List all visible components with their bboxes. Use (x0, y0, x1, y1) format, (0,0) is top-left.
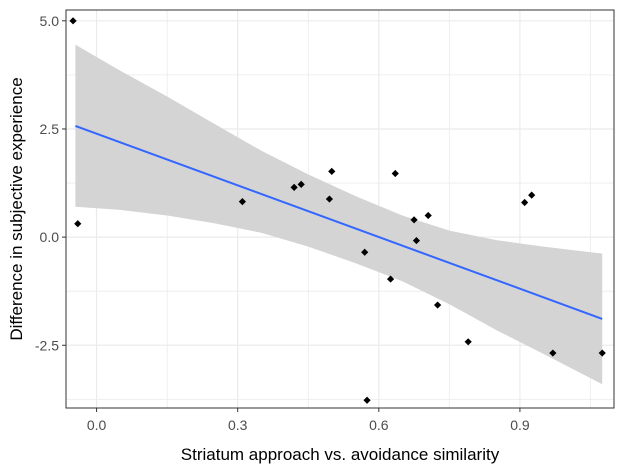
x-tick-label: 0.0 (87, 417, 107, 433)
data-point (549, 349, 557, 357)
data-point (363, 396, 371, 404)
x-tick-label: 0.3 (228, 417, 248, 433)
x-axis-title: Striatum approach vs. avoidance similari… (181, 445, 500, 464)
x-tick-label: 0.6 (369, 417, 389, 433)
data-point (424, 211, 432, 220)
data-point (464, 338, 472, 346)
data-point (412, 236, 421, 245)
y-axis-ticks: -2.5 0.0 2.5 5.0 (35, 13, 66, 353)
data-point (297, 180, 305, 188)
data-point (74, 220, 82, 228)
data-point (325, 195, 334, 203)
data-point (361, 248, 369, 256)
data-point (528, 191, 536, 199)
x-tick-label: 0.9 (510, 417, 530, 433)
fit-line (75, 125, 603, 320)
data-point (238, 198, 246, 206)
y-tick-label: 0.0 (40, 229, 60, 245)
data-point (290, 183, 298, 191)
data-point (598, 349, 606, 357)
y-axis-title: Difference in subjective experience (7, 77, 26, 340)
y-tick-label: 5.0 (40, 13, 60, 29)
data-point (69, 17, 77, 25)
panel-border (65, 9, 615, 409)
confidence-band (75, 44, 603, 385)
y-tick-label: -2.5 (35, 337, 59, 353)
y-tick-label: 2.5 (40, 121, 60, 137)
data-point (386, 275, 395, 283)
data-point (434, 301, 442, 309)
data-point (521, 198, 529, 207)
data-point (391, 169, 399, 178)
fit-line-layer (75, 125, 603, 320)
confidence-band-layer (75, 44, 603, 385)
data-points (69, 17, 606, 404)
data-point (328, 167, 336, 175)
x-axis-ticks: 0.0 0.3 0.6 0.9 (87, 408, 530, 433)
data-point (410, 216, 418, 224)
